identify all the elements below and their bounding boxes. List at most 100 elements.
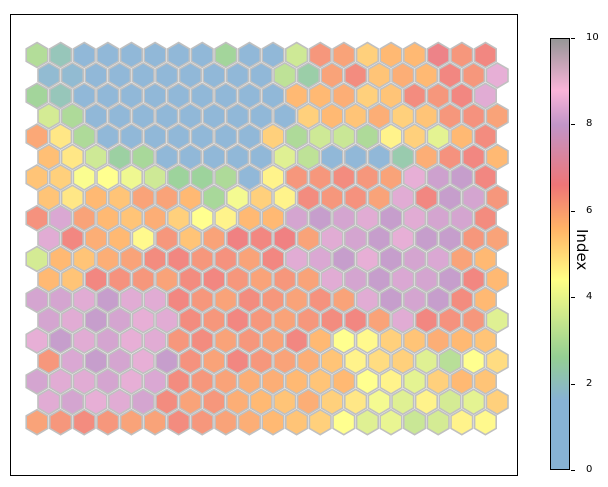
- hex-cell: [367, 225, 391, 253]
- hex-cell: [367, 306, 391, 334]
- hex-cell: [202, 265, 226, 293]
- hex-cell: [119, 408, 143, 436]
- hex-cell: [473, 327, 498, 355]
- hex-cell: [284, 327, 309, 355]
- hex-cell: [461, 388, 486, 416]
- hex-cell: [178, 61, 202, 89]
- hex-cell: [48, 367, 73, 395]
- hex-cell: [284, 245, 309, 273]
- hex-cell: [273, 225, 297, 253]
- hex-cell: [438, 102, 462, 130]
- hex-cell: [25, 41, 49, 69]
- hex-cell: [190, 82, 214, 110]
- hex-cell: [190, 245, 214, 273]
- hex-cell: [226, 61, 250, 89]
- hex-cell: [355, 408, 380, 436]
- hex-cell: [261, 204, 285, 232]
- hex-cell: [178, 184, 202, 212]
- hex-cell: [402, 41, 427, 69]
- hex-cell: [261, 82, 285, 110]
- hex-cell: [119, 41, 143, 69]
- hex-cell: [379, 82, 403, 110]
- hex-cell: [131, 388, 155, 416]
- hex-cell: [131, 347, 155, 375]
- hex-cell: [143, 82, 167, 110]
- hex-cell: [167, 123, 191, 151]
- hex-cell: [438, 306, 462, 334]
- hex-cell: [167, 408, 191, 436]
- hex-cell: [25, 82, 49, 110]
- hex-cell: [308, 82, 332, 110]
- hex-cell: [461, 143, 486, 171]
- hex-cell: [167, 367, 191, 395]
- hex-cell: [402, 204, 427, 232]
- hex-cell: [414, 143, 439, 171]
- hex-cell: [249, 388, 273, 416]
- hex-cell: [414, 306, 439, 334]
- hex-cell: [414, 61, 439, 89]
- hex-cell: [249, 306, 273, 334]
- hex-cell: [320, 225, 344, 253]
- hex-cell: [402, 408, 427, 436]
- hex-cell: [60, 61, 84, 89]
- hex-cell: [37, 184, 61, 212]
- hex-cell: [60, 102, 84, 130]
- hex-cell: [379, 408, 403, 436]
- hex-cell: [202, 347, 226, 375]
- hex-cell: [72, 408, 96, 436]
- hex-cell: [226, 347, 250, 375]
- hex-cell: [202, 225, 226, 253]
- hex-cell: [379, 204, 403, 232]
- hex-cell: [178, 102, 202, 130]
- hex-cell: [261, 327, 285, 355]
- hex-cell: [202, 143, 226, 171]
- hex-cell: [414, 347, 439, 375]
- hex-cell: [119, 367, 143, 395]
- hex-cell: [426, 82, 450, 110]
- hex-cell: [296, 347, 321, 375]
- hex-cell: [96, 286, 120, 314]
- hex-cell: [355, 245, 380, 273]
- hex-cell: [355, 123, 380, 151]
- hex-cell: [296, 388, 321, 416]
- hex-cell: [461, 265, 486, 293]
- hex-cell: [48, 408, 73, 436]
- hex-cell: [261, 286, 285, 314]
- hex-cell: [96, 327, 120, 355]
- hex-cell: [332, 367, 356, 395]
- hex-cell: [237, 82, 261, 110]
- hex-cell: [119, 245, 143, 273]
- hex-cell: [261, 41, 285, 69]
- hex-cell: [473, 245, 498, 273]
- hex-cell: [402, 286, 427, 314]
- hex-cell: [143, 123, 167, 151]
- hex-cell: [332, 123, 356, 151]
- hex-cell: [96, 408, 120, 436]
- hex-cell: [473, 408, 498, 436]
- hex-cell: [155, 347, 179, 375]
- hex-cell: [226, 306, 250, 334]
- hex-cell: [249, 102, 273, 130]
- hex-cell: [178, 388, 202, 416]
- hex-cell: [214, 245, 238, 273]
- hex-cell: [485, 306, 509, 334]
- hex-cell: [391, 265, 415, 293]
- hex-cell: [473, 163, 498, 191]
- hex-cell: [131, 184, 155, 212]
- hex-cell: [391, 225, 415, 253]
- hex-cell: [379, 245, 403, 273]
- hex-cell: [48, 245, 73, 273]
- hex-cell: [296, 265, 321, 293]
- hex-cell: [72, 82, 96, 110]
- hex-cell: [308, 123, 332, 151]
- hex-cell: [426, 245, 450, 273]
- hex-cell: [367, 143, 391, 171]
- hex-cell: [261, 408, 285, 436]
- hex-cell: [284, 123, 309, 151]
- hex-cell: [37, 265, 61, 293]
- hex-cell: [367, 265, 391, 293]
- hex-cell: [237, 286, 261, 314]
- hex-cell: [308, 163, 332, 191]
- hex-cell: [320, 184, 344, 212]
- hex-cell: [214, 286, 238, 314]
